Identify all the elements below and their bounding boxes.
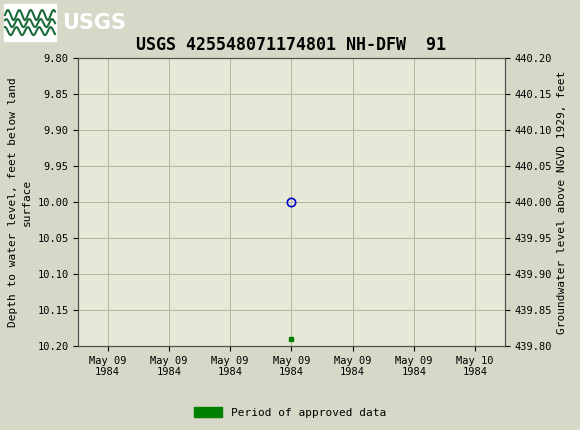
Y-axis label: Groundwater level above NGVD 1929, feet: Groundwater level above NGVD 1929, feet [557,71,567,334]
Title: USGS 425548071174801 NH-DFW  91: USGS 425548071174801 NH-DFW 91 [136,36,447,54]
Text: USGS: USGS [62,13,126,33]
Legend: Period of approved data: Period of approved data [190,403,390,422]
FancyBboxPatch shape [4,4,56,41]
Y-axis label: Depth to water level, feet below land
surface: Depth to water level, feet below land su… [8,77,32,327]
